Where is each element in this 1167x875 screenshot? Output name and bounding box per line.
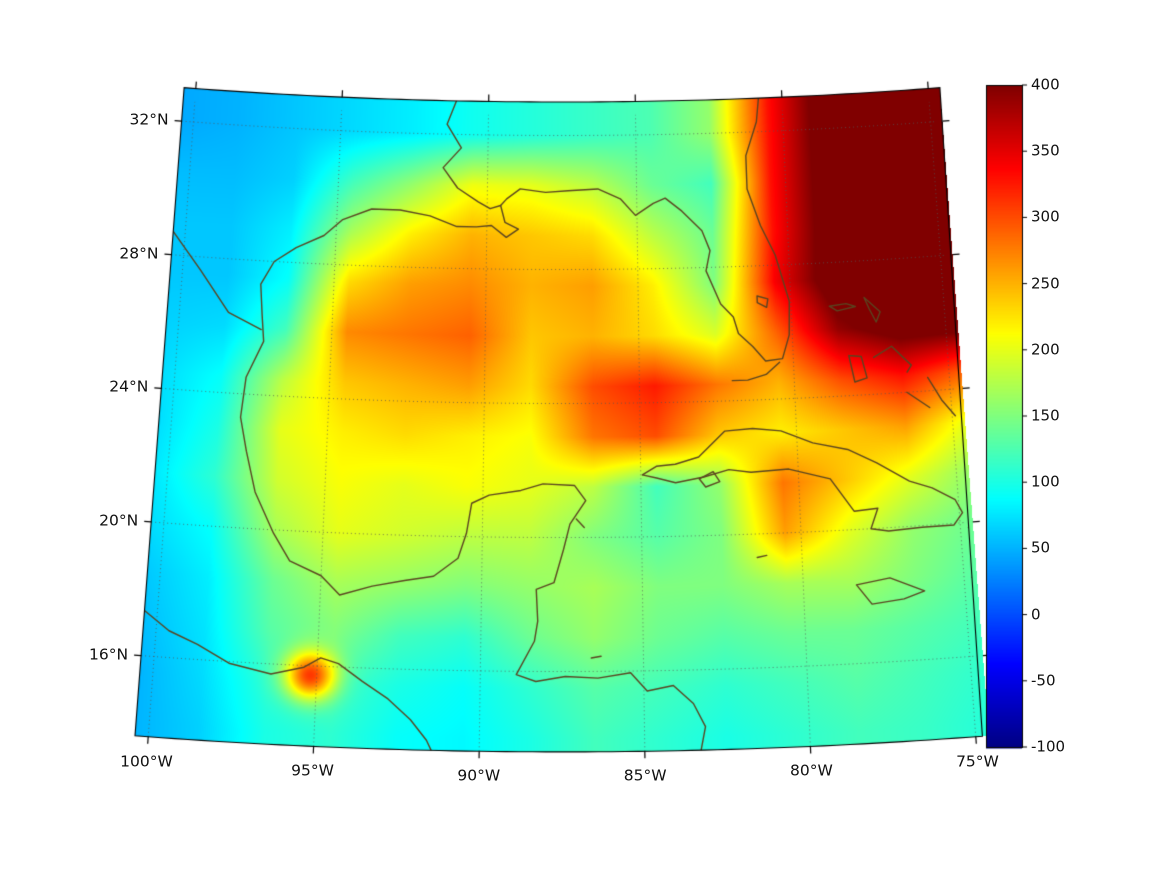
y-tick-label-3: 20°N xyxy=(99,511,139,530)
y-tick-label-4: 16°N xyxy=(89,644,129,663)
colorbar-tick-label-5: 150 xyxy=(1031,406,1060,425)
colorbar-tick-label-1: 350 xyxy=(1031,141,1060,160)
colorbar-tick-label-10: -100 xyxy=(1031,737,1066,756)
y-tick-label-1: 28°N xyxy=(119,243,159,262)
colorbar-tick-label-7: 50 xyxy=(1031,538,1051,557)
colorbar-tick-label-8: 0 xyxy=(1031,605,1041,624)
colorbar-tick-label-2: 300 xyxy=(1031,207,1060,226)
x-tick-label-2: 90°W xyxy=(457,766,501,785)
x-tick-label-0: 100°W xyxy=(120,751,173,770)
x-tick-label-1: 95°W xyxy=(291,761,334,780)
x-tick-label-5: 75°W xyxy=(956,751,999,770)
y-tick-label-0: 32°N xyxy=(129,110,169,129)
x-tick-label-4: 80°W xyxy=(790,761,833,780)
colorbar-tick-label-4: 200 xyxy=(1031,340,1060,359)
colorbar-tick-label-9: -50 xyxy=(1031,671,1056,690)
colorbar-tick-label-0: 400 xyxy=(1031,75,1060,94)
x-tick-label-3: 85°W xyxy=(623,766,667,785)
y-tick-label-2: 24°N xyxy=(109,377,149,396)
colorbar-tick-label-3: 250 xyxy=(1031,274,1060,293)
colorbar-tick-label-6: 100 xyxy=(1031,472,1060,491)
